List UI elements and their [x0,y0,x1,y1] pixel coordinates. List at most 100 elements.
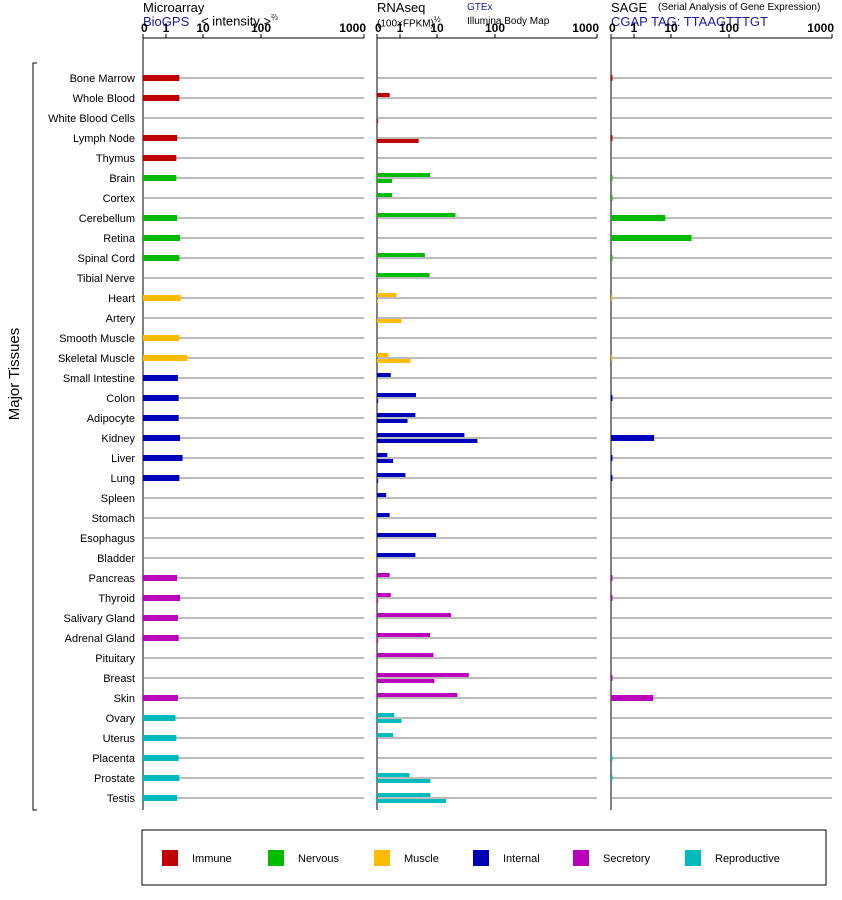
bar-sage-5 [611,175,613,181]
tissue-label: Spleen [101,493,135,505]
bar-gtex-19 [377,453,388,457]
bar-sage-19 [611,455,613,461]
bar-biogps-35 [143,775,180,781]
bar-biogps-15 [143,375,178,381]
bar-sage-0 [611,75,613,81]
bar-illumina-20 [377,479,379,483]
bar-sage-34 [611,755,613,761]
legend-label-reproductive: Reproductive [715,853,780,865]
tissue-label: Prostate [94,773,135,785]
bar-gtex-35 [377,773,410,777]
bar-biogps-1 [143,95,180,101]
bar-biogps-36 [143,795,178,801]
rnaseq-note: (100×FPKM)½ [377,15,441,30]
tissue-label: Salivary Gland [63,613,135,625]
x-tick-label: 10 [196,21,210,35]
bar-biogps-7 [143,215,178,221]
tissue-label: Brain [109,173,135,185]
microarray-subtitle: BioGPS [143,14,190,29]
tissue-label: Lung [111,473,135,485]
tissue-label: Stomach [92,513,135,525]
tissue-label: Pancreas [89,573,136,585]
bar-illumina-18 [377,439,478,443]
bar-illumina-16 [377,399,379,403]
tissue-label: Adrenal Gland [65,633,135,645]
x-tick-label: 100 [251,21,271,35]
tissue-label: Cerebellum [79,213,135,225]
bar-gtex-25 [377,573,390,577]
tissue-label: Skin [114,693,135,705]
bar-gtex-11 [377,293,397,297]
bar-gtex-20 [377,473,406,477]
tissue-label: Colon [106,393,135,405]
bar-biogps-11 [143,295,181,301]
bar-sage-18 [611,435,655,441]
tissue-label: Testis [107,793,136,805]
x-tick-label: 10 [664,21,678,35]
tissue-label: Ovary [106,713,136,725]
bar-biogps-26 [143,595,181,601]
tissue-label: Kidney [101,433,135,445]
bar-sage-30 [611,675,613,681]
tissue-label: Pituitary [95,653,135,665]
bar-sage-14 [611,355,613,361]
tissue-label: Tibial Nerve [77,273,135,285]
bar-illumina-26 [377,599,379,603]
bar-illumina-36 [377,799,447,803]
tissue-label: Liver [111,453,135,465]
bar-biogps-19 [143,455,183,461]
bar-biogps-16 [143,395,179,401]
bar-biogps-14 [143,355,188,361]
x-tick-label: 1 [631,21,638,35]
bar-sage-11 [611,295,613,301]
bar-gtex-29 [377,653,434,657]
bar-gtex-10 [377,273,430,277]
bar-gtex-9 [377,253,425,257]
tissue-label: Heart [108,293,135,305]
x-tick-label: 1000 [339,21,366,35]
legend-label-secretory: Secretory [603,853,651,865]
legend-swatch-immune [162,850,178,866]
bar-sage-25 [611,575,613,581]
legend-label-internal: Internal [503,853,540,865]
tissue-label: Bladder [97,553,135,565]
tissue-bracket [32,62,37,811]
bar-illumina-35 [377,779,431,783]
x-tick-label: 10 [430,21,444,35]
sage-title-note: (Serial Analysis of Gene Expression) [658,2,821,13]
legend-swatch-muscle [374,850,390,866]
bar-biogps-33 [143,735,177,741]
legend-swatch-nervous [268,850,284,866]
bar-sage-6 [611,195,613,201]
x-tick-label: 100 [485,21,505,35]
bar-gtex-26 [377,593,391,597]
bar-biogps-17 [143,415,179,421]
sage-subtitle: CGAP TAG: TTAAGTTTGT [611,14,768,29]
legend-label-nervous: Nervous [298,853,339,865]
tissue-label: Cortex [103,193,136,205]
bar-illumina-2 [377,119,379,123]
x-tick-label: 0 [375,21,382,35]
bar-illumina-19 [377,459,394,463]
legend-label-immune: Immune [192,853,232,865]
tissue-label: Placenta [92,753,136,765]
bar-gtex-36 [377,793,431,797]
legend-label-muscle: Muscle [404,853,439,865]
tissue-label: Breast [103,673,135,685]
x-tick-label: 1000 [807,21,834,35]
tissue-label: Thymus [96,153,136,165]
bar-sage-35 [611,775,613,781]
bar-sage-16 [611,395,613,401]
tissue-label: Artery [106,313,136,325]
bar-gtex-17 [377,413,416,417]
legend-gtex: GTEx [467,2,493,13]
legend-swatch-secretory [573,850,589,866]
bar-gtex-14 [377,353,389,357]
bar-illumina-32 [377,719,402,723]
bar-biogps-25 [143,575,178,581]
tissue-label: Uterus [103,733,136,745]
bar-gtex-27 [377,613,452,617]
x-tick-label: 0 [141,21,148,35]
bar-biogps-20 [143,475,180,481]
